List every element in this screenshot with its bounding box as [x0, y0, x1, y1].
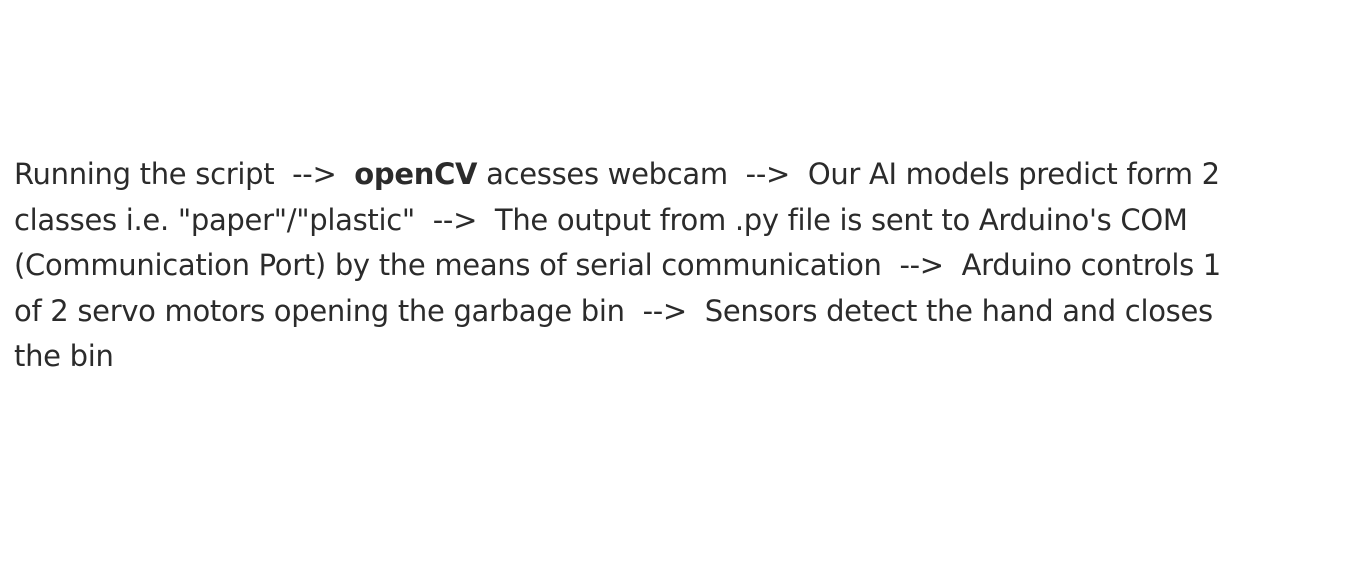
line-2: classes i.e. "paper"/"plastic" --> The o… [14, 202, 1188, 237]
opencv-emphasis: openCV [354, 157, 478, 191]
line-4: of 2 servo motors opening the garbage bi… [14, 293, 1213, 328]
line-1-end: acesses webcam --> Our AI models predict… [477, 157, 1220, 191]
workflow-description: Running the script --> openCV acesses we… [14, 152, 1314, 380]
line-1-start: Running the script --> [14, 157, 355, 191]
line-1: Running the script --> openCV acesses we… [14, 152, 1314, 198]
line-5: the bin [14, 339, 114, 373]
line-3: (Communication Port) by the means of ser… [14, 248, 1221, 282]
